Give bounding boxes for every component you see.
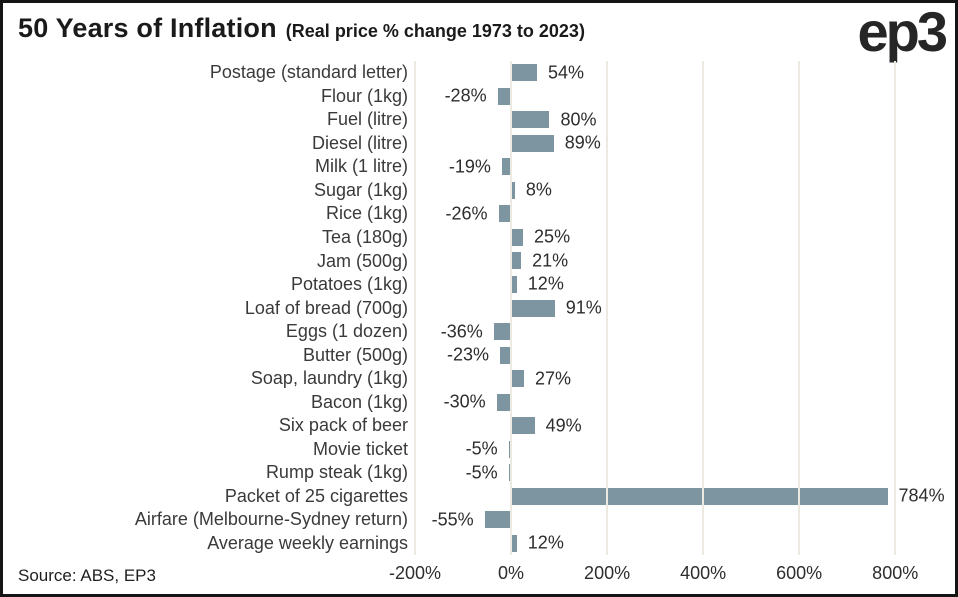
value-label: 25% [534,226,571,247]
category-label: Rice (1kg) [325,203,408,224]
bar [511,534,517,552]
bar [497,87,512,105]
category-label: Rump steak (1kg) [265,462,408,483]
value-label: -5% [465,438,498,459]
bar [511,134,554,152]
bar [511,64,537,82]
category-label: Packet of 25 cigarettes [224,485,408,506]
chart-header: 50 Years of Inflation (Real price % chan… [18,13,835,44]
plot-area: 54% -28% 80% 89% -19% 8% -26% 25% 21% 12% 91% -36% -… [414,61,949,555]
x-tick-label: 0% [498,563,525,583]
x-tick-label: -200% [388,563,442,583]
value-label: -26% [445,203,488,224]
category-label: Jam (500g) [316,250,408,271]
value-label: -19% [448,156,491,177]
category-label: Butter (500g) [302,344,408,365]
value-label: -23% [446,344,489,365]
category-label: Flour (1kg) [320,85,408,106]
bar [511,228,524,246]
bar [499,346,512,364]
x-tick-label: 800% [872,563,919,583]
bar [493,323,512,341]
bar [511,487,888,505]
value-label: 21% [532,250,569,271]
value-label: -30% [443,391,486,412]
ep3-logo: ep3 [857,0,948,63]
category-labels-column: Postage (standard letter) Flour (1kg) Fuel… [3,61,408,555]
bar [511,275,517,293]
bar [484,511,512,529]
chart-subtitle: (Real price % change 1973 to 2023) [285,21,585,41]
bar [508,464,512,482]
bar [511,299,555,317]
category-label: Milk (1 litre) [315,156,408,177]
bar [511,370,524,388]
value-label: 784% [898,485,945,506]
bar [511,252,522,270]
category-label: Fuel (litre) [326,109,408,130]
value-label: -5% [465,462,498,483]
value-label: 27% [535,368,572,389]
gridline [894,61,897,555]
bar [511,181,515,199]
category-label: Bacon (1kg) [310,391,408,412]
value-label: -36% [440,321,483,342]
x-tick-label: 600% [776,563,823,583]
category-label: Diesel (litre) [311,132,408,153]
gridline [798,61,801,555]
category-label: Average weekly earnings [207,532,408,553]
category-label: Six pack of beer [278,415,408,436]
category-label: Potatoes (1kg) [290,274,408,295]
value-label: 12% [527,532,564,553]
x-axis: -200% 0% 200% 400% 600% 800% [389,563,949,591]
category-label: Movie ticket [312,438,408,459]
source-note: Source: ABS, EP3 [18,566,156,585]
gridline [510,61,513,555]
gridline [702,61,705,555]
gridline [606,61,609,555]
bar [511,111,550,129]
x-tick-label: 400% [680,563,727,583]
value-label: 54% [547,62,584,83]
category-label: Tea (180g) [321,226,408,247]
category-label: Eggs (1 dozen) [285,321,408,342]
bar [511,417,535,435]
gridline [414,61,416,555]
value-label: 8% [525,179,552,200]
x-tick-label: 200% [584,563,631,583]
value-label: -28% [444,85,487,106]
bar [508,440,512,458]
bar [498,205,512,223]
value-label: -55% [431,509,474,530]
category-label: Airfare (Melbourne-Sydney return) [134,509,408,530]
value-label: 80% [560,109,597,130]
category-label: Postage (standard letter) [209,62,408,83]
value-label: 49% [545,415,582,436]
value-label: 91% [565,297,602,318]
bar [501,158,512,176]
value-label: 89% [564,132,601,153]
category-label: Soap, laundry (1kg) [250,368,408,389]
chart-title: 50 Years of Inflation [18,13,277,43]
bar [496,393,512,411]
category-label: Sugar (1kg) [313,179,408,200]
value-label: 12% [527,273,564,294]
category-label: Loaf of bread (700g) [244,297,408,318]
